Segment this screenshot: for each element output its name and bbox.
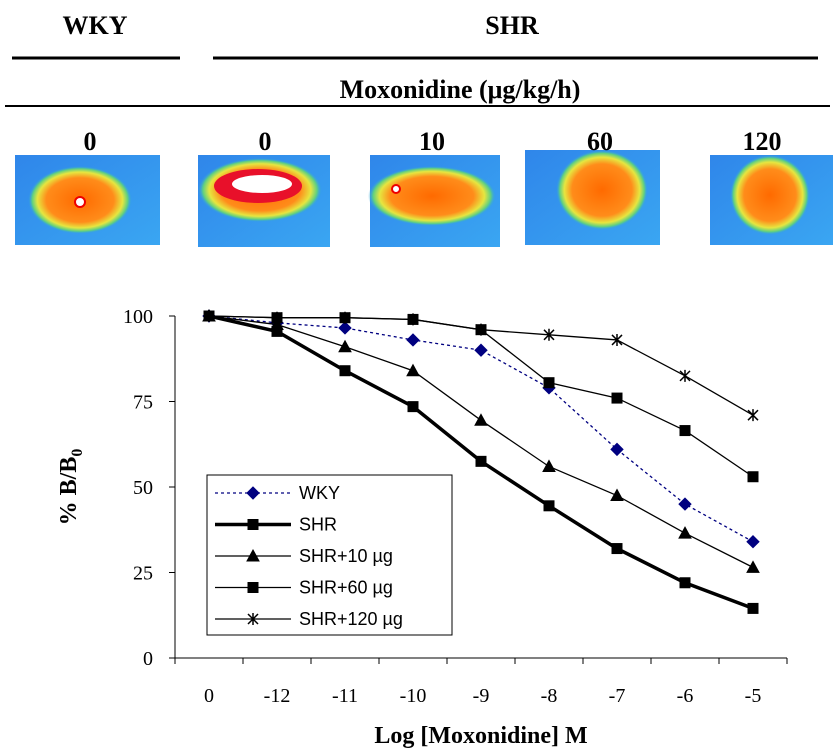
marker — [678, 497, 692, 511]
marker — [246, 548, 260, 562]
series-line — [208, 315, 754, 543]
y-axis-title: % B/B0 — [56, 449, 86, 526]
marker — [474, 413, 488, 426]
marker — [679, 369, 691, 382]
marker — [271, 311, 283, 324]
marker — [338, 339, 352, 353]
x-tick-label: -11 — [332, 685, 358, 707]
legend-box — [206, 474, 453, 636]
group-label: WKY — [63, 11, 128, 40]
marker — [611, 333, 623, 346]
marker — [339, 365, 351, 377]
marker — [679, 425, 691, 437]
legend: WKY SHR SHR+10 µg SHR+60 µg SHR+120 µg — [206, 474, 453, 636]
treatment-label: Moxonidine (μg/kg/h) — [340, 75, 581, 104]
marker — [543, 500, 555, 512]
marker — [474, 343, 488, 357]
marker — [338, 321, 352, 335]
image — [391, 184, 401, 194]
header: WKY SHR Moxonidine (μg/kg/h) — [5, 11, 830, 107]
marker — [542, 459, 556, 472]
marker — [543, 328, 555, 341]
marker — [247, 519, 259, 530]
legend-label: SHR — [299, 515, 337, 535]
x-tick-label: -5 — [745, 685, 762, 707]
marker — [407, 401, 419, 413]
y-tick-label: 0 — [143, 648, 153, 670]
marker — [610, 488, 624, 502]
x-tick-label: -6 — [677, 685, 694, 707]
marker — [406, 333, 420, 347]
marker — [543, 377, 555, 389]
marker — [747, 409, 759, 422]
marker — [746, 535, 760, 549]
marker — [747, 471, 759, 483]
image-panels — [15, 150, 833, 247]
image — [232, 175, 292, 193]
marker — [611, 392, 623, 404]
y-axis-title-sub: 0 — [69, 449, 86, 457]
marker — [678, 526, 692, 539]
panel-label: 10 — [419, 127, 445, 156]
marker — [247, 613, 259, 625]
marker — [679, 577, 691, 589]
panel-label: 0 — [84, 127, 97, 156]
x-tick-label: -7 — [609, 685, 626, 707]
panel-label: 60 — [587, 127, 613, 156]
marker — [270, 317, 284, 331]
group-label: SHR — [485, 11, 539, 40]
marker — [611, 543, 623, 555]
panel-label: 0 — [259, 127, 272, 156]
x-tick-label: 0 — [204, 685, 214, 707]
image — [556, 150, 648, 230]
legend-label: WKY — [299, 483, 340, 503]
image — [730, 155, 810, 235]
y-tick-label: 25 — [133, 563, 153, 585]
panel-label: 120 — [743, 127, 782, 156]
legend-label: SHR+10 µg — [299, 546, 393, 566]
marker — [203, 310, 215, 322]
y-axis-title-main: % B/B — [56, 457, 82, 526]
marker — [406, 363, 420, 377]
marker — [747, 602, 759, 614]
y-tick-label: 100 — [123, 306, 153, 328]
image — [368, 166, 496, 226]
legend-label: SHR+120 µg — [299, 609, 403, 629]
x-tick-label: -12 — [264, 685, 291, 707]
marker — [339, 311, 351, 324]
x-tick-label: -10 — [400, 685, 427, 707]
x-tick-label: -8 — [541, 685, 558, 707]
y-tick-label: 50 — [133, 477, 153, 499]
image — [74, 196, 86, 208]
marker — [746, 560, 760, 573]
marker — [407, 313, 419, 326]
marker — [247, 582, 259, 593]
legend-label: SHR+60 µg — [299, 578, 393, 598]
x-tick-label: -9 — [473, 685, 490, 707]
marker — [610, 442, 624, 457]
marker — [246, 486, 260, 500]
marker — [475, 323, 487, 336]
y-tick-label: 75 — [133, 392, 153, 414]
marker — [475, 455, 487, 467]
x-axis-title: Log [Moxonidine] M — [374, 723, 587, 749]
